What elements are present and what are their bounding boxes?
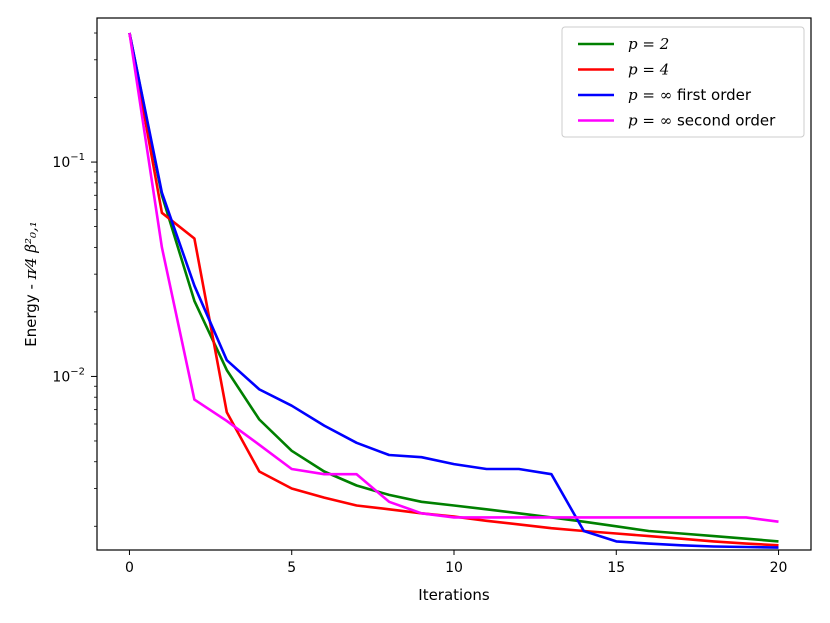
- series-line-1: [128, 32, 779, 543]
- x-tick-label: 5: [287, 560, 296, 576]
- legend-label: p = ∞ first order: [628, 86, 752, 104]
- y-axis-label: Energy - π⁄4 β²₀,₁: [22, 221, 40, 347]
- x-tick-label: 20: [770, 560, 788, 576]
- x-tick-label: 10: [445, 560, 463, 576]
- legend-label: p = 4: [628, 61, 669, 79]
- x-axis-label: Iterations: [418, 586, 490, 604]
- y-tick-label: 10−2: [52, 366, 85, 385]
- legend-label: p = 2: [628, 35, 669, 53]
- axis-layer: 0 5 10 15 20 10−1 10−2: [52, 32, 788, 576]
- plot-frame: [96, 17, 812, 551]
- y-axis-label-prefix: Energy -: [22, 279, 40, 346]
- y-axis-label-math: π⁄4 β²₀,₁: [22, 221, 40, 280]
- series-line-4: [128, 32, 779, 523]
- y-tick-label: 10−1: [52, 152, 85, 171]
- series-line-3: [128, 32, 779, 549]
- series-layer: [128, 32, 779, 549]
- legend: p = 2 p = 4 p = ∞ first order p = ∞ second …: [561, 26, 805, 138]
- x-tick-label: 0: [125, 560, 134, 576]
- legend-label: p = ∞ second order: [628, 112, 776, 130]
- x-tick-label: 15: [607, 560, 625, 576]
- svg-text:Energy - π⁄4 β²₀,₁: Energy - π⁄4 β²₀,₁: [22, 221, 40, 347]
- legend-box: [561, 26, 805, 138]
